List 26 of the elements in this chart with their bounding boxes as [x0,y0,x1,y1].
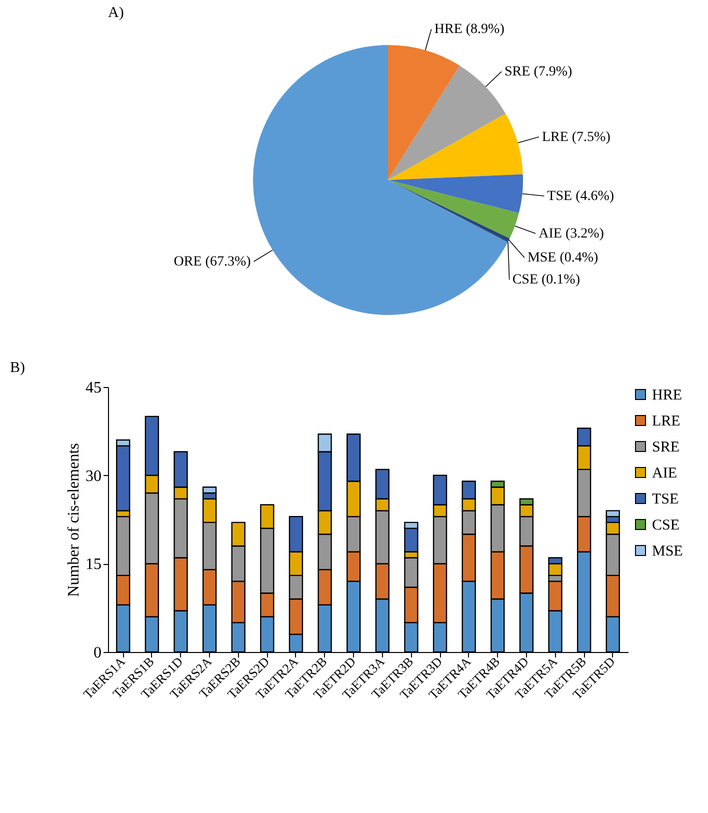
y-tick-label: 0 [94,644,102,662]
pie-slice [388,66,506,180]
pie-slice [388,114,523,180]
slice-label: HRE (8.9%) [434,22,505,38]
slice-label: CSE (0.1%) [512,272,580,288]
slice-label: LRE (7.5%) [542,130,611,145]
legend-label: TSE [652,492,679,508]
y-tick-label: 30 [86,468,102,485]
legend-label: MSE [652,544,683,560]
chart-title: A) [108,5,124,21]
pie-slice [388,174,523,213]
pie-slice [388,45,460,180]
legend-label: SRE [652,440,680,456]
legend-label: LRE [652,414,680,430]
legend-label: CSE [652,518,680,534]
slice-label: MSE (0.4%) [527,250,599,266]
slice-label: AIE (3.2%) [538,226,604,242]
slice-label: TSE (4.6%) [547,189,614,204]
y-tick-label: 15 [86,556,102,574]
y-tick-label: 45 [86,380,102,396]
slice-label: SRE (7.9%) [504,64,573,80]
slice-label: ORE (67.3%) [174,254,252,270]
y-axis-title: Number of cis-elements [66,443,82,597]
legend-label: AIE [652,466,677,482]
legend-label: HRE [652,388,682,404]
chart-title: B) [10,360,26,376]
